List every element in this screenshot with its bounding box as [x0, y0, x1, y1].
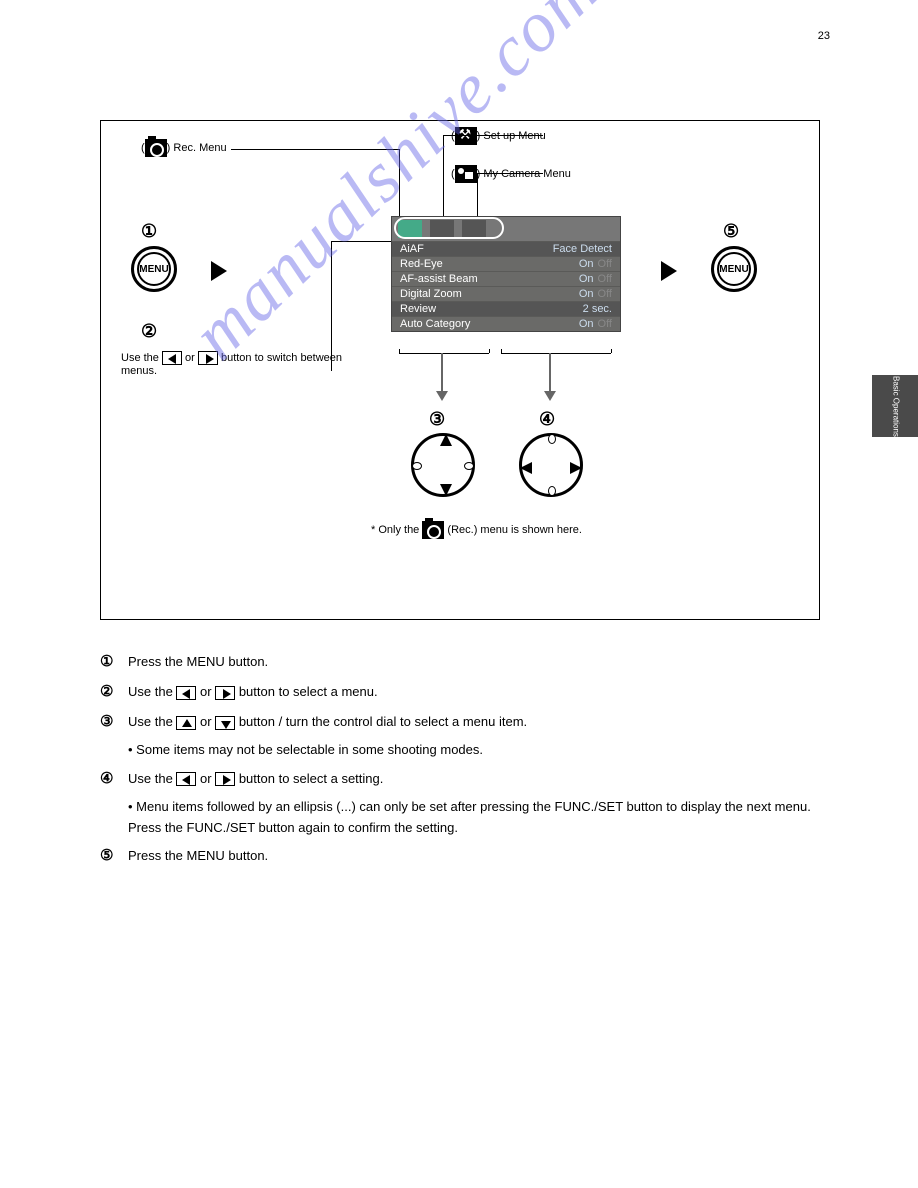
pointer-line [443, 135, 543, 136]
diagram-note: * Only the (Rec.) menu is shown here. [371, 521, 582, 539]
down-arrow-icon [215, 716, 235, 730]
page-content: 23 Basic Operations () Rec. Menu () Set … [100, 40, 820, 874]
page-number: 23 [818, 30, 830, 42]
bracket-line [611, 349, 612, 353]
bracket-line [501, 353, 611, 354]
step-3-note: • Some items may not be selectable in so… [100, 740, 820, 761]
setup-menu-label: () Set up Menu [451, 127, 546, 145]
menu-row: AiAFFace Detect [392, 241, 620, 256]
arrow-down-icon [436, 391, 448, 401]
pointer-line [477, 173, 543, 174]
step-4: ④Use the or button to select a setting. [100, 767, 820, 791]
step2-instruction: Use the or button to switch between menu… [121, 351, 361, 377]
step-marker-1: ① [141, 221, 157, 242]
bracket-line [399, 349, 400, 353]
camera-icon [145, 139, 167, 157]
left-arrow-icon [176, 686, 196, 700]
dial-vertical[interactable] [411, 433, 475, 497]
menu-row: Review2 sec. [392, 301, 620, 316]
menu-button-right[interactable]: MENU [711, 246, 757, 292]
up-arrow-icon [176, 716, 196, 730]
menu-button-left[interactable]: MENU [131, 246, 177, 292]
camera-menu-screen: AiAFFace Detect Red-EyeOnOff AF-assist B… [391, 216, 621, 332]
arrow-down-icon [544, 391, 556, 401]
tab-mycamera [462, 220, 486, 238]
menu-row: AF-assist BeamOnOff [392, 271, 620, 286]
camera-icon [422, 521, 444, 539]
step-marker-5: ⑤ [723, 221, 739, 242]
tools-icon [455, 127, 477, 145]
left-arrow-icon [176, 772, 196, 786]
step-5: ⑤Press the MENU button. [100, 844, 820, 868]
arrow-right-icon [211, 261, 227, 281]
pointer-line [443, 135, 444, 225]
right-arrow-icon [215, 686, 235, 700]
arrow-right-icon [661, 261, 677, 281]
bracket-line [501, 349, 502, 353]
menu-row: Red-EyeOnOff [392, 256, 620, 271]
mycamera-menu-label: () My Camera Menu [451, 165, 571, 183]
step-marker-2: ② [141, 321, 157, 342]
pointer-line [331, 241, 391, 242]
pointer-line [231, 149, 399, 150]
menu-row: Digital ZoomOnOff [392, 286, 620, 301]
arrow-shaft [549, 353, 551, 393]
side-tab: Basic Operations [872, 375, 918, 437]
tab-setup [430, 220, 454, 238]
rec-menu-label: () Rec. Menu [141, 139, 227, 157]
pointer-line [331, 241, 332, 371]
right-arrow-icon [198, 351, 218, 365]
right-arrow-icon [215, 772, 235, 786]
diagram-box: () Rec. Menu () Set up Menu () My Camera… [100, 120, 820, 620]
step-1: ①Press the MENU button. [100, 650, 820, 674]
step-marker-3: ③ [429, 409, 445, 430]
bracket-line [399, 353, 489, 354]
step-marker-4: ④ [539, 409, 555, 430]
step-3: ③Use the or button / turn the control di… [100, 710, 820, 734]
arrow-shaft [441, 353, 443, 393]
tab-rec [398, 220, 422, 238]
menu-row: Auto CategoryOnOff [392, 316, 620, 331]
left-arrow-icon [162, 351, 182, 365]
step-4-note: • Menu items followed by an ellipsis (..… [100, 797, 820, 839]
steps-list: ①Press the MENU button. ②Use the or butt… [100, 650, 820, 868]
dial-horizontal[interactable] [519, 433, 583, 497]
bracket-line [489, 349, 490, 353]
menu-tabs [392, 217, 620, 241]
step-2: ②Use the or button to select a menu. [100, 680, 820, 704]
mycamera-icon [455, 165, 477, 183]
